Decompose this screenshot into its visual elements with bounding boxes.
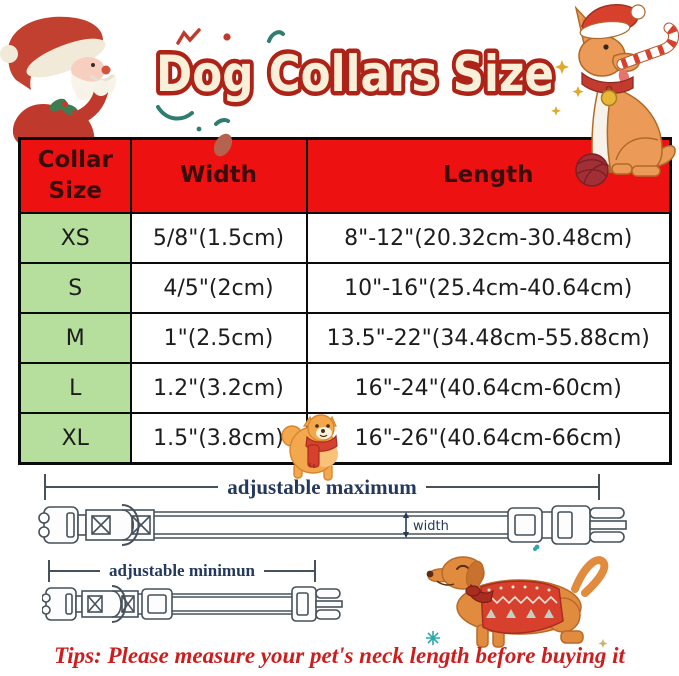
tip-text: Tips: Please measure your pet's neck len… <box>54 643 625 668</box>
width-cell: 5/8"(1.5cm) <box>129 212 308 264</box>
width-arrow-icon <box>403 512 409 538</box>
adjustable-minimum-label: adjustable minimun <box>109 561 255 580</box>
measure-line <box>425 486 599 488</box>
scarf-icon <box>465 583 494 604</box>
measure-tick-left <box>48 560 50 582</box>
table-row: S 4/5"(2cm) 10"-16"(25.4cm-40.64cm) <box>18 262 672 314</box>
measure-tick-right <box>598 474 601 500</box>
adjustable-maximum-label: adjustable maximum <box>227 474 417 499</box>
measure-tick-right <box>314 560 317 582</box>
width-cell: 1.2"(3.2cm) <box>129 362 308 414</box>
santa-claus-illustration <box>0 16 117 148</box>
red-scarf-icon <box>305 434 338 468</box>
width-cell: 4/5"(2cm) <box>129 262 308 314</box>
width-label: width <box>413 519 449 534</box>
confetti-red-zigzag <box>176 28 201 45</box>
length-cell: 16"-24"(40.64cm-60cm) <box>305 362 672 414</box>
adjustable-minimum-measure: adjustable minimun <box>48 560 317 582</box>
confetti-teal-dot <box>196 126 202 132</box>
size-cell: XS <box>18 212 132 264</box>
measure-line <box>263 570 315 572</box>
measure-line <box>50 570 101 572</box>
adjustable-maximum-measure: adjustable maximum <box>44 474 601 500</box>
table-row: XS 5/8"(1.5cm) 8"-12"(20.32cm-30.48cm) <box>18 212 672 264</box>
table-row: XL 1.5"(3.8cm) 16"-26"(40.64cm-66cm) <box>18 412 672 465</box>
length-cell: 16"-26"(40.64cm-66cm) <box>305 412 672 465</box>
collar-maximum-diagram: width <box>38 504 627 546</box>
table-header-row: Collar Size Width Length <box>18 137 672 214</box>
dachshund-illustration <box>426 544 609 648</box>
confetti-teal-dash <box>214 118 230 126</box>
santa-hat-icon <box>579 3 646 40</box>
collar-and-tag-icon <box>581 71 634 107</box>
sparkles-icon <box>551 60 584 116</box>
candy-cane-icon <box>616 22 679 70</box>
table-row: M 1"(2.5cm) 13.5"-22"(34.48cm-55.88cm) <box>18 312 672 364</box>
christmas-sweater-icon <box>480 580 564 634</box>
confetti-red-dot <box>223 33 231 41</box>
page-title: Dog Collars Size <box>156 45 554 103</box>
length-cell: 8"-12"(20.32cm-30.48cm) <box>305 212 672 264</box>
confetti-teal-comma <box>267 30 285 43</box>
size-cell: M <box>18 312 132 364</box>
table-row: L 1.2"(3.2cm) 16"-24"(40.64cm-60cm) <box>18 362 672 414</box>
measure-tick-left <box>44 474 46 500</box>
collar-minimum-diagram <box>42 585 343 623</box>
sparkle-teal-icon <box>426 631 440 645</box>
pomeranian-illustration <box>281 414 338 481</box>
page-title-art: Dog Collars Size <box>152 41 559 108</box>
size-cell: XL <box>18 412 132 465</box>
size-cell: L <box>18 362 132 414</box>
collar-size-table: Collar Size Width Length XS 5/8"(1.5cm) … <box>18 137 672 465</box>
dog-santa-hat-illustration <box>551 3 679 187</box>
width-cell: 1"(2.5cm) <box>129 312 308 364</box>
header-collar-size: Collar Size <box>18 137 132 214</box>
confetti-teal-curve <box>156 105 194 121</box>
measure-line <box>46 486 219 488</box>
width-cell: 1.5"(3.8cm) <box>129 412 308 465</box>
length-cell: 10"-16"(25.4cm-40.64cm) <box>305 262 672 314</box>
yarn-ball-icon <box>575 153 609 187</box>
size-cell: S <box>18 262 132 314</box>
confetti-red-blob <box>213 133 233 157</box>
length-cell: 13.5"-22"(34.48cm-55.88cm) <box>305 312 672 364</box>
